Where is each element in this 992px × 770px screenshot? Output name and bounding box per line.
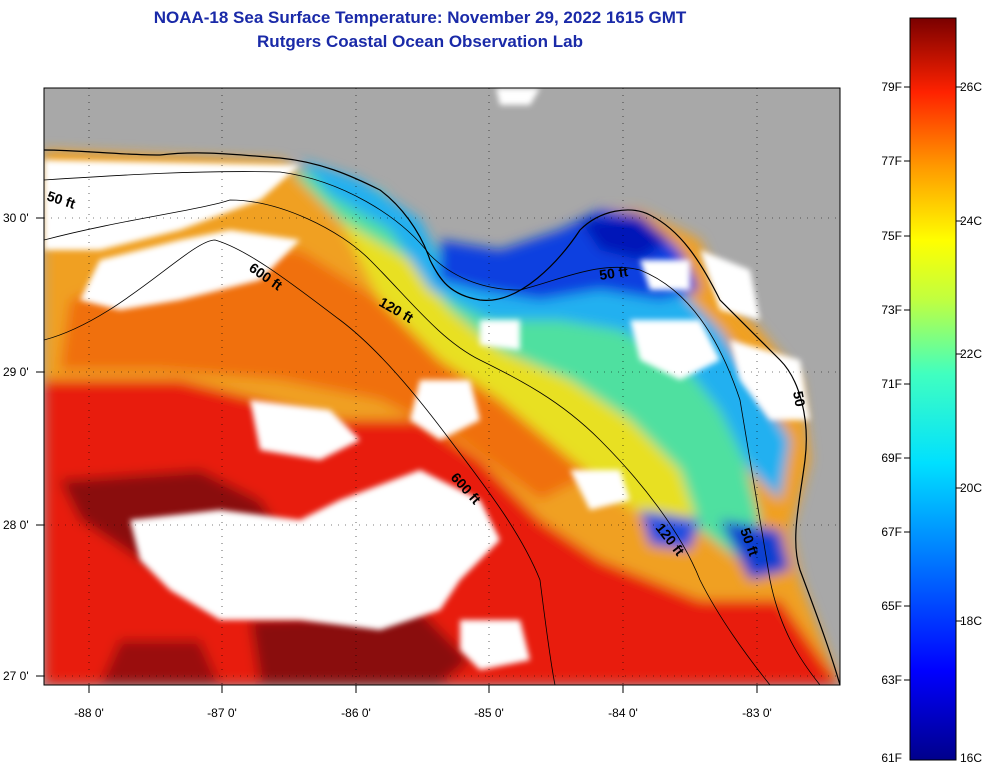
colorbar: 79F 77F 75F 73F 71F 69F 67F 65F 63F 61F …: [881, 17, 982, 765]
lat-tick-label: 27 0': [3, 669, 29, 683]
colorbar-f-label: 73F: [881, 303, 902, 317]
lat-tick-label: 28 0': [3, 518, 29, 532]
colorbar-c-label: 22C: [960, 347, 982, 361]
lon-tick-label: -85 0': [474, 706, 504, 720]
cloud-cover: [44, 88, 810, 670]
colorbar-f-label: 75F: [881, 229, 902, 243]
colorbar-f-label: 71F: [881, 377, 902, 391]
contour-600ft: [44, 239, 556, 685]
colorbar-ticks: [904, 86, 962, 681]
colorbar-f-label: 69F: [881, 451, 902, 465]
colorbar-c-label: 24C: [960, 214, 982, 228]
colorbar-c-label: 16C: [960, 751, 982, 765]
colorbar-f-label: 63F: [881, 673, 902, 687]
contour-label-50ft-bigbend: 50 ft: [598, 263, 629, 283]
lon-tick-label: -84 0': [608, 706, 638, 720]
colorbar-gradient: [909, 17, 957, 761]
contour-50ft: [44, 171, 821, 685]
axis-ticks: [36, 217, 758, 693]
coastline: [44, 149, 840, 685]
lat-tick-label: 29 0': [3, 365, 29, 379]
map-area: 50 ft 600 ft 120 ft 50 ft 600 ft 120 ft …: [44, 88, 840, 685]
colorbar-c-label: 20C: [960, 481, 982, 495]
lat-tick-label: 30 0': [3, 211, 29, 225]
lon-tick-label: -88 0': [74, 706, 104, 720]
graticule: [44, 88, 840, 685]
lon-tick-label: -87 0': [207, 706, 237, 720]
lon-tick-label: -83 0': [742, 706, 772, 720]
colorbar-c-label: 18C: [960, 614, 982, 628]
colorbar-f-label: 65F: [881, 599, 902, 613]
map-subtitle: Rutgers Coastal Ocean Observation Lab: [257, 32, 583, 51]
colorbar-c-label: 26C: [960, 80, 982, 94]
colorbar-f-label: 67F: [881, 525, 902, 539]
colorbar-f-label: 79F: [881, 80, 902, 94]
colorbar-f-label: 61F: [881, 751, 902, 765]
contour-120ft: [44, 199, 771, 685]
lon-tick-label: -86 0': [341, 706, 371, 720]
map-frame: [43, 87, 841, 686]
contour-label-50ft-east: 50: [790, 390, 808, 408]
colorbar-f-label: 77F: [881, 154, 902, 168]
map-title: NOAA-18 Sea Surface Temperature: Novembe…: [153, 8, 687, 27]
